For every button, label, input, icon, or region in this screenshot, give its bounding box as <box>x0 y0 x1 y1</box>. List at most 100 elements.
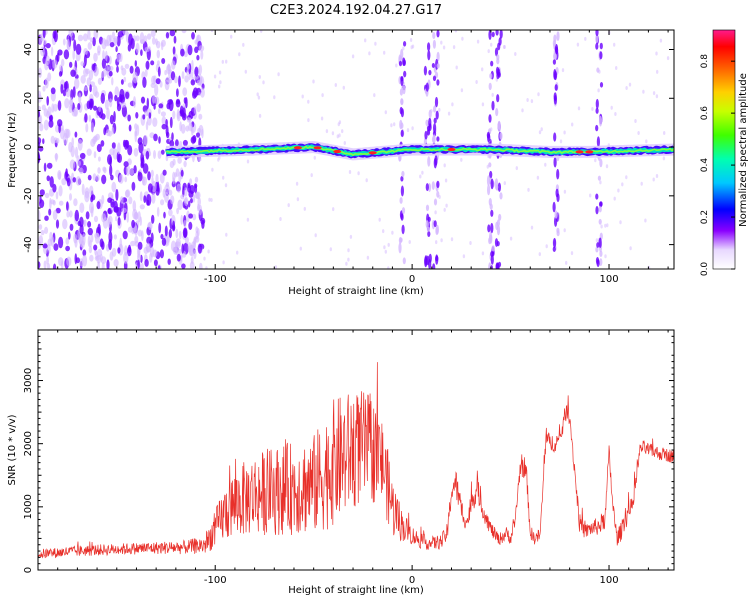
noise-blob <box>105 50 108 62</box>
streak-blob <box>599 51 603 60</box>
chart-title: C2E3.2024.192.04.27.G17 <box>270 3 442 18</box>
noise-blob <box>91 63 96 71</box>
noise-blob <box>127 44 132 52</box>
noise-blob <box>39 195 42 204</box>
noise-blob <box>184 196 189 207</box>
band-hotspot <box>447 147 456 152</box>
colorbar-tick-label: 0.4 <box>700 158 710 173</box>
noise-blob <box>198 64 203 75</box>
noise-blob <box>57 119 63 127</box>
noise-blob <box>172 246 176 253</box>
faint-blob <box>527 187 530 192</box>
noise-blob <box>116 35 121 47</box>
colorbar-tick-label: 0.6 <box>700 106 710 121</box>
noise-blob <box>90 196 94 203</box>
noise-blob <box>111 126 115 135</box>
noise-blob <box>136 124 140 136</box>
noise-blob <box>196 132 200 138</box>
streak-blob <box>402 59 406 66</box>
noise-blob <box>134 130 138 143</box>
snr-y-tick-label: 1000 <box>23 494 34 519</box>
noise-blob <box>196 54 200 61</box>
noise-blob <box>164 191 169 203</box>
faint-blob <box>256 92 259 97</box>
faint-blob <box>287 203 290 208</box>
noise-blob <box>172 158 176 166</box>
noise-blob <box>153 103 156 110</box>
faint-blob <box>514 52 517 56</box>
streak-blob <box>434 155 438 166</box>
noise-blob <box>158 103 164 109</box>
noise-blob <box>111 31 115 40</box>
noise-blob <box>133 165 137 174</box>
noise-blob <box>127 114 131 122</box>
faint-blob <box>258 113 262 118</box>
noise-blob <box>89 201 94 214</box>
streak-blob <box>433 105 437 113</box>
noise-blob <box>164 184 170 195</box>
streak-blob <box>399 88 403 96</box>
streak-blob <box>436 51 440 62</box>
noise-blob <box>100 113 106 120</box>
noise-blob <box>45 55 50 66</box>
streak-blob <box>433 117 437 124</box>
spectrogram-y-axis-label: Frequency (Hz) <box>7 112 18 188</box>
noise-blob <box>166 131 170 139</box>
noise-blob <box>172 220 175 231</box>
noise-blob <box>169 30 176 37</box>
streak-blob <box>436 191 440 198</box>
noise-blob <box>42 30 46 39</box>
faint-blob <box>637 131 640 135</box>
streak-blob <box>552 201 556 213</box>
noise-blob <box>177 199 183 211</box>
streak-blob <box>435 110 439 120</box>
noise-blob <box>187 184 192 193</box>
noise-blob <box>55 191 59 200</box>
noise-blob <box>140 262 144 269</box>
noise-blob <box>72 177 77 183</box>
noise-blob <box>162 169 167 176</box>
noise-blob <box>49 114 54 122</box>
streak-blob <box>398 60 403 67</box>
noise-blob <box>121 207 127 214</box>
faint-blob <box>303 206 306 211</box>
snr-frame <box>37 329 675 571</box>
noise-blob <box>63 81 68 91</box>
noise-blob <box>168 209 173 217</box>
streak-blob <box>424 130 428 140</box>
noise-blob <box>139 191 143 202</box>
noise-blob <box>69 193 72 201</box>
noise-blob <box>38 114 43 125</box>
noise-blob <box>103 167 107 174</box>
streak-blob <box>432 39 436 49</box>
noise-blob <box>109 148 115 156</box>
noise-blob <box>46 255 49 265</box>
faint-blob <box>246 217 250 222</box>
noise-blob <box>181 71 185 80</box>
noise-blob <box>42 138 45 145</box>
streak-blob <box>595 107 599 114</box>
faint-blob <box>343 141 346 145</box>
snr-y-tick-label: 3000 <box>23 368 34 393</box>
noise-blob <box>147 171 151 181</box>
noise-blob <box>190 79 196 86</box>
noise-blob <box>107 197 113 203</box>
noise-blob <box>78 160 81 166</box>
faint-blob <box>301 94 304 99</box>
noise-blob <box>182 139 188 147</box>
noise-blob <box>161 58 166 64</box>
streak-blob <box>554 84 558 91</box>
noise-blob <box>109 114 114 125</box>
streak-blob <box>598 237 602 249</box>
faint-blob <box>321 93 324 98</box>
streak-blob <box>556 168 560 180</box>
noise-blob <box>74 131 78 138</box>
noise-blob <box>119 88 125 101</box>
streak-blob <box>595 34 599 43</box>
streak-blob <box>496 265 500 269</box>
noise-blob <box>132 200 137 212</box>
faint-blob <box>606 223 609 228</box>
noise-blob <box>195 226 199 234</box>
noise-blob <box>181 30 187 34</box>
